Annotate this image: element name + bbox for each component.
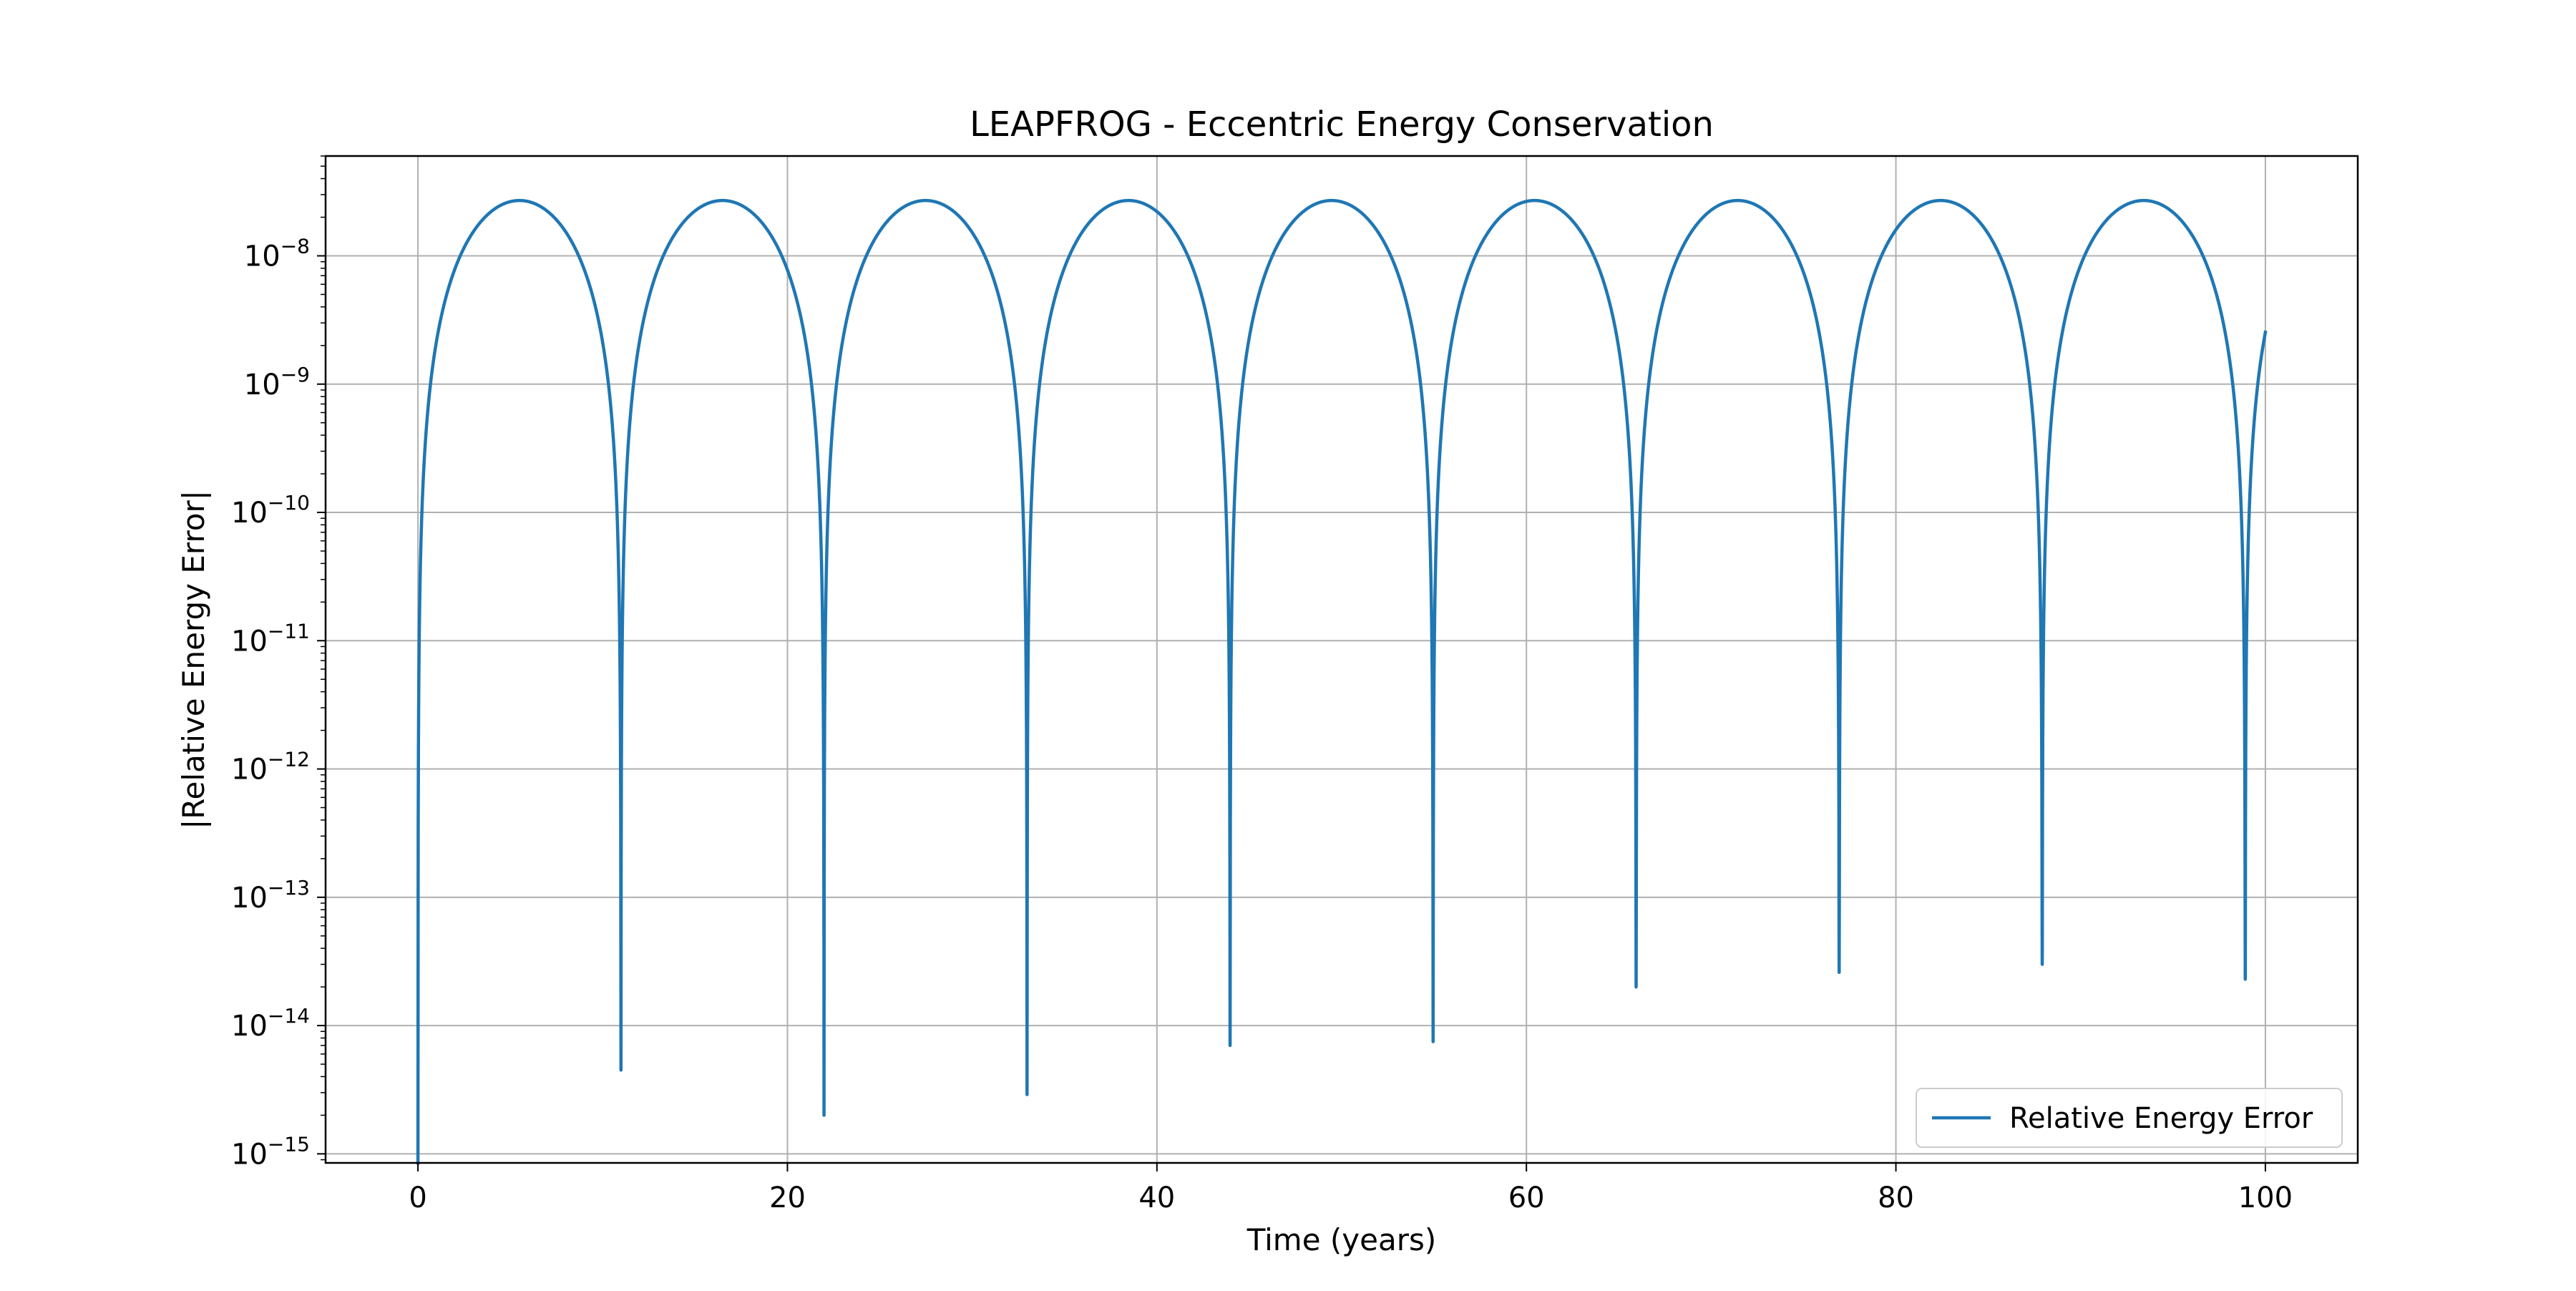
y-tick-label: 10−11 xyxy=(231,619,310,658)
x-tick-label: 60 xyxy=(1508,1182,1545,1214)
y-tick-label: 10−13 xyxy=(231,876,310,915)
x-axis-label: Time (years) xyxy=(1246,1222,1437,1257)
y-tick-label: 10−9 xyxy=(244,363,310,401)
axis-ticks: 0 20 40 60 80 100 10−15 10−14 10−13 10−12 10−11 10−… xyxy=(231,155,2293,1214)
series-minimum-point xyxy=(1431,1040,1435,1043)
y-tick-label: 10−10 xyxy=(231,491,310,530)
x-tick-label: 80 xyxy=(1878,1182,1914,1214)
y-tick-label: 10−14 xyxy=(231,1004,310,1043)
x-tick-label: 0 xyxy=(409,1182,426,1214)
series-layer xyxy=(416,198,2268,1165)
grid-lines xyxy=(326,156,2358,1163)
plot-frame xyxy=(324,155,2359,1164)
series-minimum-point xyxy=(619,1068,623,1072)
chart-title: LEAPFROG - Eccentric Energy Conservation xyxy=(970,104,1714,145)
legend-box xyxy=(1916,1088,2343,1148)
series-minimum-point xyxy=(2041,963,2044,966)
series-minimum-point xyxy=(822,1114,826,1117)
series-minimum-point xyxy=(1229,1043,1232,1047)
x-tick-label: 100 xyxy=(2238,1182,2293,1214)
series-line xyxy=(416,198,2268,1165)
legend-label: Relative Energy Error xyxy=(2009,1102,2313,1135)
x-tick-label: 20 xyxy=(769,1182,806,1214)
y-tick-label: 10−12 xyxy=(231,748,310,786)
series-minimum-point xyxy=(1025,1093,1029,1096)
y-tick-label: 10−8 xyxy=(244,234,310,273)
series-minimum-point xyxy=(2243,978,2247,981)
y-tick-label: 10−15 xyxy=(231,1132,310,1171)
series-minimum-point xyxy=(1838,970,1841,974)
y-axis-label: |Relative Energy Error| xyxy=(176,490,211,829)
x-tick-label: 40 xyxy=(1138,1182,1175,1214)
legend: Relative Energy Error xyxy=(1916,1088,2343,1148)
series-minimum-point xyxy=(1634,985,1638,989)
